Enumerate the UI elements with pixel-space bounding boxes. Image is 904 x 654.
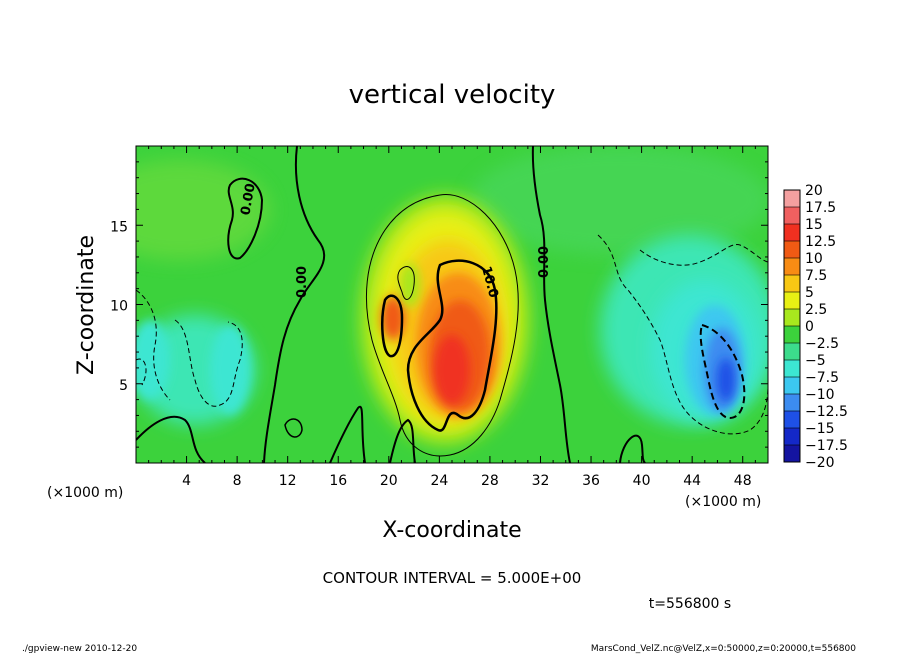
colorbar-label: 15 bbox=[805, 217, 823, 233]
colorbar-segment bbox=[784, 411, 800, 429]
colorbar-segment bbox=[784, 343, 800, 361]
contour-neg-left bbox=[174, 319, 243, 407]
contour-0-mid bbox=[531, 146, 571, 463]
colorbar-segment bbox=[784, 224, 800, 242]
time-label: t=556800 s bbox=[649, 596, 731, 612]
contour-0-bottom bbox=[619, 434, 646, 463]
colorbar-label: 7.5 bbox=[805, 268, 827, 284]
field-patch bbox=[136, 160, 270, 260]
colorbar-segment bbox=[784, 275, 800, 293]
contour-10 bbox=[406, 259, 498, 432]
y-tick-label: 15 bbox=[110, 219, 128, 235]
footer-right: MarsCond_VelZ.nc@VelZ,x=0:50000,z=0:2000… bbox=[591, 644, 856, 654]
colorbar-segment bbox=[784, 445, 800, 463]
contour-0-small bbox=[284, 418, 303, 438]
contour-0-bottom bbox=[389, 418, 416, 463]
x-tick-label: 40 bbox=[633, 473, 651, 489]
contour-neg-left bbox=[136, 358, 147, 386]
colorbar-segment bbox=[784, 377, 800, 395]
colorbar-label: −2.5 bbox=[805, 336, 839, 352]
x-tick-label: 12 bbox=[279, 473, 297, 489]
x-tick-label: 28 bbox=[481, 473, 499, 489]
colorbar-label: 20 bbox=[805, 183, 823, 199]
colorbar-segment bbox=[784, 190, 800, 208]
updraft-core bbox=[381, 296, 405, 340]
contour-5 bbox=[365, 194, 519, 457]
y-ticks: 5 10 15 bbox=[110, 145, 768, 464]
x-ticks: 4 8 12 16 20 24 28 32 36 40 44 48 bbox=[135, 146, 769, 489]
plot-field: 0.00 0.00 10.0 0.00 bbox=[136, 146, 768, 463]
x-unit-right: (×1000 m) bbox=[685, 494, 761, 510]
colorbar-segment bbox=[784, 241, 800, 259]
x-tick-label: 48 bbox=[734, 473, 752, 489]
contour-0-bottom bbox=[136, 415, 206, 463]
x-tick-label: 44 bbox=[683, 473, 701, 489]
contour-10 bbox=[381, 294, 404, 358]
colorbar-segment bbox=[784, 258, 800, 276]
x-tick-label: 4 bbox=[182, 473, 191, 489]
x-unit-left: (×1000 m) bbox=[47, 485, 123, 501]
contour-0-left bbox=[263, 146, 325, 463]
y-tick-label: 10 bbox=[110, 299, 128, 315]
contour-interval: CONTOUR INTERVAL = 5.000E+00 bbox=[323, 569, 582, 587]
contour-inner bbox=[397, 266, 415, 300]
colorbar-label: −20 bbox=[805, 455, 835, 471]
colorbar-label: 5 bbox=[805, 285, 814, 301]
contour-label: 0.00 bbox=[238, 182, 258, 216]
colorbar-label: 10 bbox=[805, 251, 823, 267]
x-tick-label: 8 bbox=[233, 473, 242, 489]
colorbar-label: −17.5 bbox=[805, 438, 848, 454]
updraft-core bbox=[434, 335, 470, 405]
colorbar-segment bbox=[784, 207, 800, 225]
updraft-hole bbox=[400, 263, 420, 307]
colorbar-label: 2.5 bbox=[805, 302, 827, 318]
colorbar-segment bbox=[784, 326, 800, 344]
y-axis-title: Z-coordinate bbox=[74, 235, 99, 375]
colorbar-segment bbox=[784, 309, 800, 327]
colorbar-segment bbox=[784, 394, 800, 412]
x-tick-label: 16 bbox=[329, 473, 347, 489]
colorbar-label: 0 bbox=[805, 319, 814, 335]
footer-left: ./gpview-new 2010-12-20 bbox=[22, 644, 137, 654]
colorbar-label: −7.5 bbox=[805, 370, 839, 386]
field-patch bbox=[470, 146, 768, 255]
colorbar-segment bbox=[784, 292, 800, 310]
colorbar-label: −10 bbox=[805, 387, 835, 403]
x-tick-label: 32 bbox=[532, 473, 550, 489]
downdraft-core bbox=[717, 358, 735, 402]
x-tick-label: 36 bbox=[582, 473, 600, 489]
colorbar-label: 12.5 bbox=[805, 234, 836, 250]
x-tick-label: 20 bbox=[380, 473, 398, 489]
colorbar-label: −15 bbox=[805, 421, 835, 437]
downdraft-region bbox=[210, 325, 250, 415]
colorbar: 2017.51512.5107.552.50−2.5−5−7.5−10−12.5… bbox=[783, 183, 848, 471]
contour-label: 0.00 bbox=[295, 266, 310, 298]
contour-0-island bbox=[227, 177, 264, 260]
contour-lines bbox=[136, 146, 768, 463]
x-axis-title: X-coordinate bbox=[382, 518, 521, 543]
y-tick-label: 5 bbox=[119, 378, 128, 394]
contour-label: 0.00 bbox=[537, 246, 552, 278]
colorbar-segment bbox=[784, 360, 800, 378]
colorbar-segment bbox=[784, 428, 800, 446]
contour-neg10 bbox=[699, 323, 746, 420]
colorbar-label: 17.5 bbox=[805, 200, 836, 216]
colorbar-label: −5 bbox=[805, 353, 826, 369]
contour-neg-left bbox=[136, 289, 171, 401]
contour-0-bottom bbox=[329, 405, 366, 463]
x-tick-label: 24 bbox=[430, 473, 448, 489]
colorbar-label: −12.5 bbox=[805, 404, 848, 420]
chart-title: vertical velocity bbox=[349, 80, 556, 110]
